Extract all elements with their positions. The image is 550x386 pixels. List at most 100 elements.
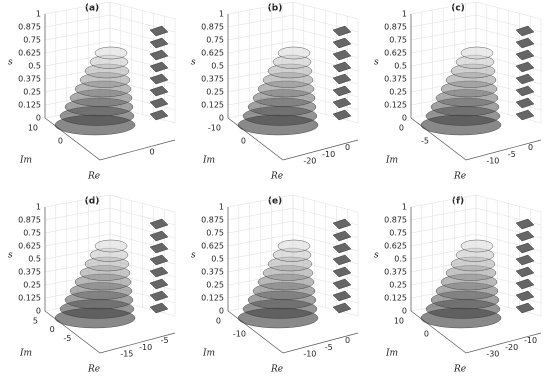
re-axis-label: Re [87, 365, 100, 375]
z-tick-label: 0.875 [18, 23, 41, 32]
z-tick-label: 0.625 [18, 242, 41, 251]
surface [515, 61, 535, 73]
z-axis-label: s [374, 58, 379, 68]
surface [332, 109, 352, 121]
z-tick-label: 0.75 [206, 36, 224, 45]
surface [332, 266, 352, 278]
surface [460, 46, 494, 60]
im-tick-label: -10 [233, 330, 246, 339]
surface [149, 266, 169, 278]
z-tick-label: 0 [219, 114, 224, 123]
surface [149, 218, 169, 230]
re-tick-label: -5 [325, 343, 333, 352]
im-tick-label: -10 [208, 124, 221, 133]
surface [277, 239, 311, 253]
re-tick-label: -20 [505, 343, 518, 352]
im-tick-label: 10 [28, 124, 38, 133]
im-tick-label: 0 [50, 325, 55, 334]
z-tick-label: 0.75 [389, 229, 407, 238]
surface [332, 218, 352, 230]
surface [515, 266, 535, 278]
panel-label: (c) [451, 4, 465, 14]
z-tick-label: 0 [36, 114, 41, 123]
im-tick-label: 0 [424, 330, 429, 339]
z-tick-label: 0.25 [206, 281, 224, 290]
surface [149, 85, 169, 97]
surface [149, 254, 169, 266]
z-tick-label: 0.5 [28, 62, 41, 71]
im-axis-label: Im [19, 156, 32, 166]
z-tick-label: 0.5 [211, 255, 224, 264]
im-tick-label: 0 [58, 137, 63, 146]
re-tick-label: -5 [508, 150, 516, 159]
panel: (b) 1 0.875 0.75 0.625 0.5 0.375 0.25 0.125 0 s -10… [191, 1, 359, 182]
surface [515, 73, 535, 85]
panel-label: (f) [452, 197, 464, 207]
im-axis-label: Im [385, 349, 398, 359]
z-tick-label: 0.5 [28, 255, 41, 264]
im-axis-label: Im [19, 349, 32, 359]
z-axis-label: s [8, 251, 13, 261]
z-tick-label: 0.875 [201, 23, 224, 32]
re-tick-label: -30 [486, 350, 499, 359]
surface [149, 25, 169, 37]
z-axis-label: s [191, 58, 196, 68]
re-tick-label: -10 [486, 157, 499, 166]
surface [149, 49, 169, 61]
panel: (a)10.8750.750.6250.50.3750.250.1250s100… [8, 1, 176, 182]
im-tick-label: 10 [394, 317, 404, 326]
re-tick-label: -10 [139, 343, 152, 352]
surface [149, 109, 169, 121]
re-tick-label: 0 [528, 143, 533, 152]
z-tick-label: 0.375 [18, 268, 41, 277]
re-axis-label: Re [453, 365, 466, 375]
surface [515, 254, 535, 266]
im-tick-label: 0 [241, 137, 246, 146]
z-tick-label: 0.375 [201, 75, 224, 84]
panel: (c) 1 0.875 0.75 0.625 0.5 0.375 0.25 0.125 0 s 0 -5… [374, 1, 542, 182]
re-axis-label: Re [87, 172, 100, 182]
surface [332, 49, 352, 61]
im-axis-label: Im [385, 156, 398, 166]
surface [332, 61, 352, 73]
surface [332, 254, 352, 266]
surface [94, 46, 128, 60]
surface [515, 278, 535, 290]
z-tick-label: 0.75 [206, 229, 224, 238]
re-axis-label: Re [453, 172, 466, 182]
surface [149, 97, 169, 109]
re-tick-label: -10 [524, 336, 537, 345]
z-tick-label: 0.25 [389, 88, 407, 97]
axis [227, 207, 359, 354]
surface [515, 302, 535, 314]
z-tick-label: 0.125 [18, 294, 41, 303]
z-tick-label: 0.375 [18, 75, 41, 84]
z-tick-label: 0.125 [201, 294, 224, 303]
surface [515, 290, 535, 302]
surface [515, 109, 535, 121]
re-tick-label: 0 [149, 148, 154, 157]
im-axis-label: Im [202, 349, 215, 359]
z-tick-label: 0.25 [389, 281, 407, 290]
surface [332, 85, 352, 97]
z-tick-label: 0 [36, 307, 41, 316]
re-tick-label: -10 [303, 350, 316, 359]
z-tick-label: 0.625 [201, 49, 224, 58]
z-tick-label: 0.875 [18, 216, 41, 225]
axis [227, 14, 359, 161]
axis [410, 207, 542, 354]
surface [460, 239, 494, 253]
re-tick-label: 0 [345, 143, 350, 152]
surface [332, 97, 352, 109]
surface [332, 25, 352, 37]
surface [149, 37, 169, 49]
z-tick-label: 0.75 [389, 36, 407, 45]
panel: (d)10.8750.750.6250.50.3750.250.1250s50-… [8, 194, 176, 375]
surface [149, 242, 169, 254]
z-tick-label: 0 [402, 114, 407, 123]
surface [515, 37, 535, 49]
surface [149, 73, 169, 85]
panel: (f)10.8750.750.6250.50.3750.250.1250s100… [374, 194, 542, 375]
z-tick-label: 0.5 [394, 255, 407, 264]
z-tick-label: 0.375 [384, 268, 407, 277]
